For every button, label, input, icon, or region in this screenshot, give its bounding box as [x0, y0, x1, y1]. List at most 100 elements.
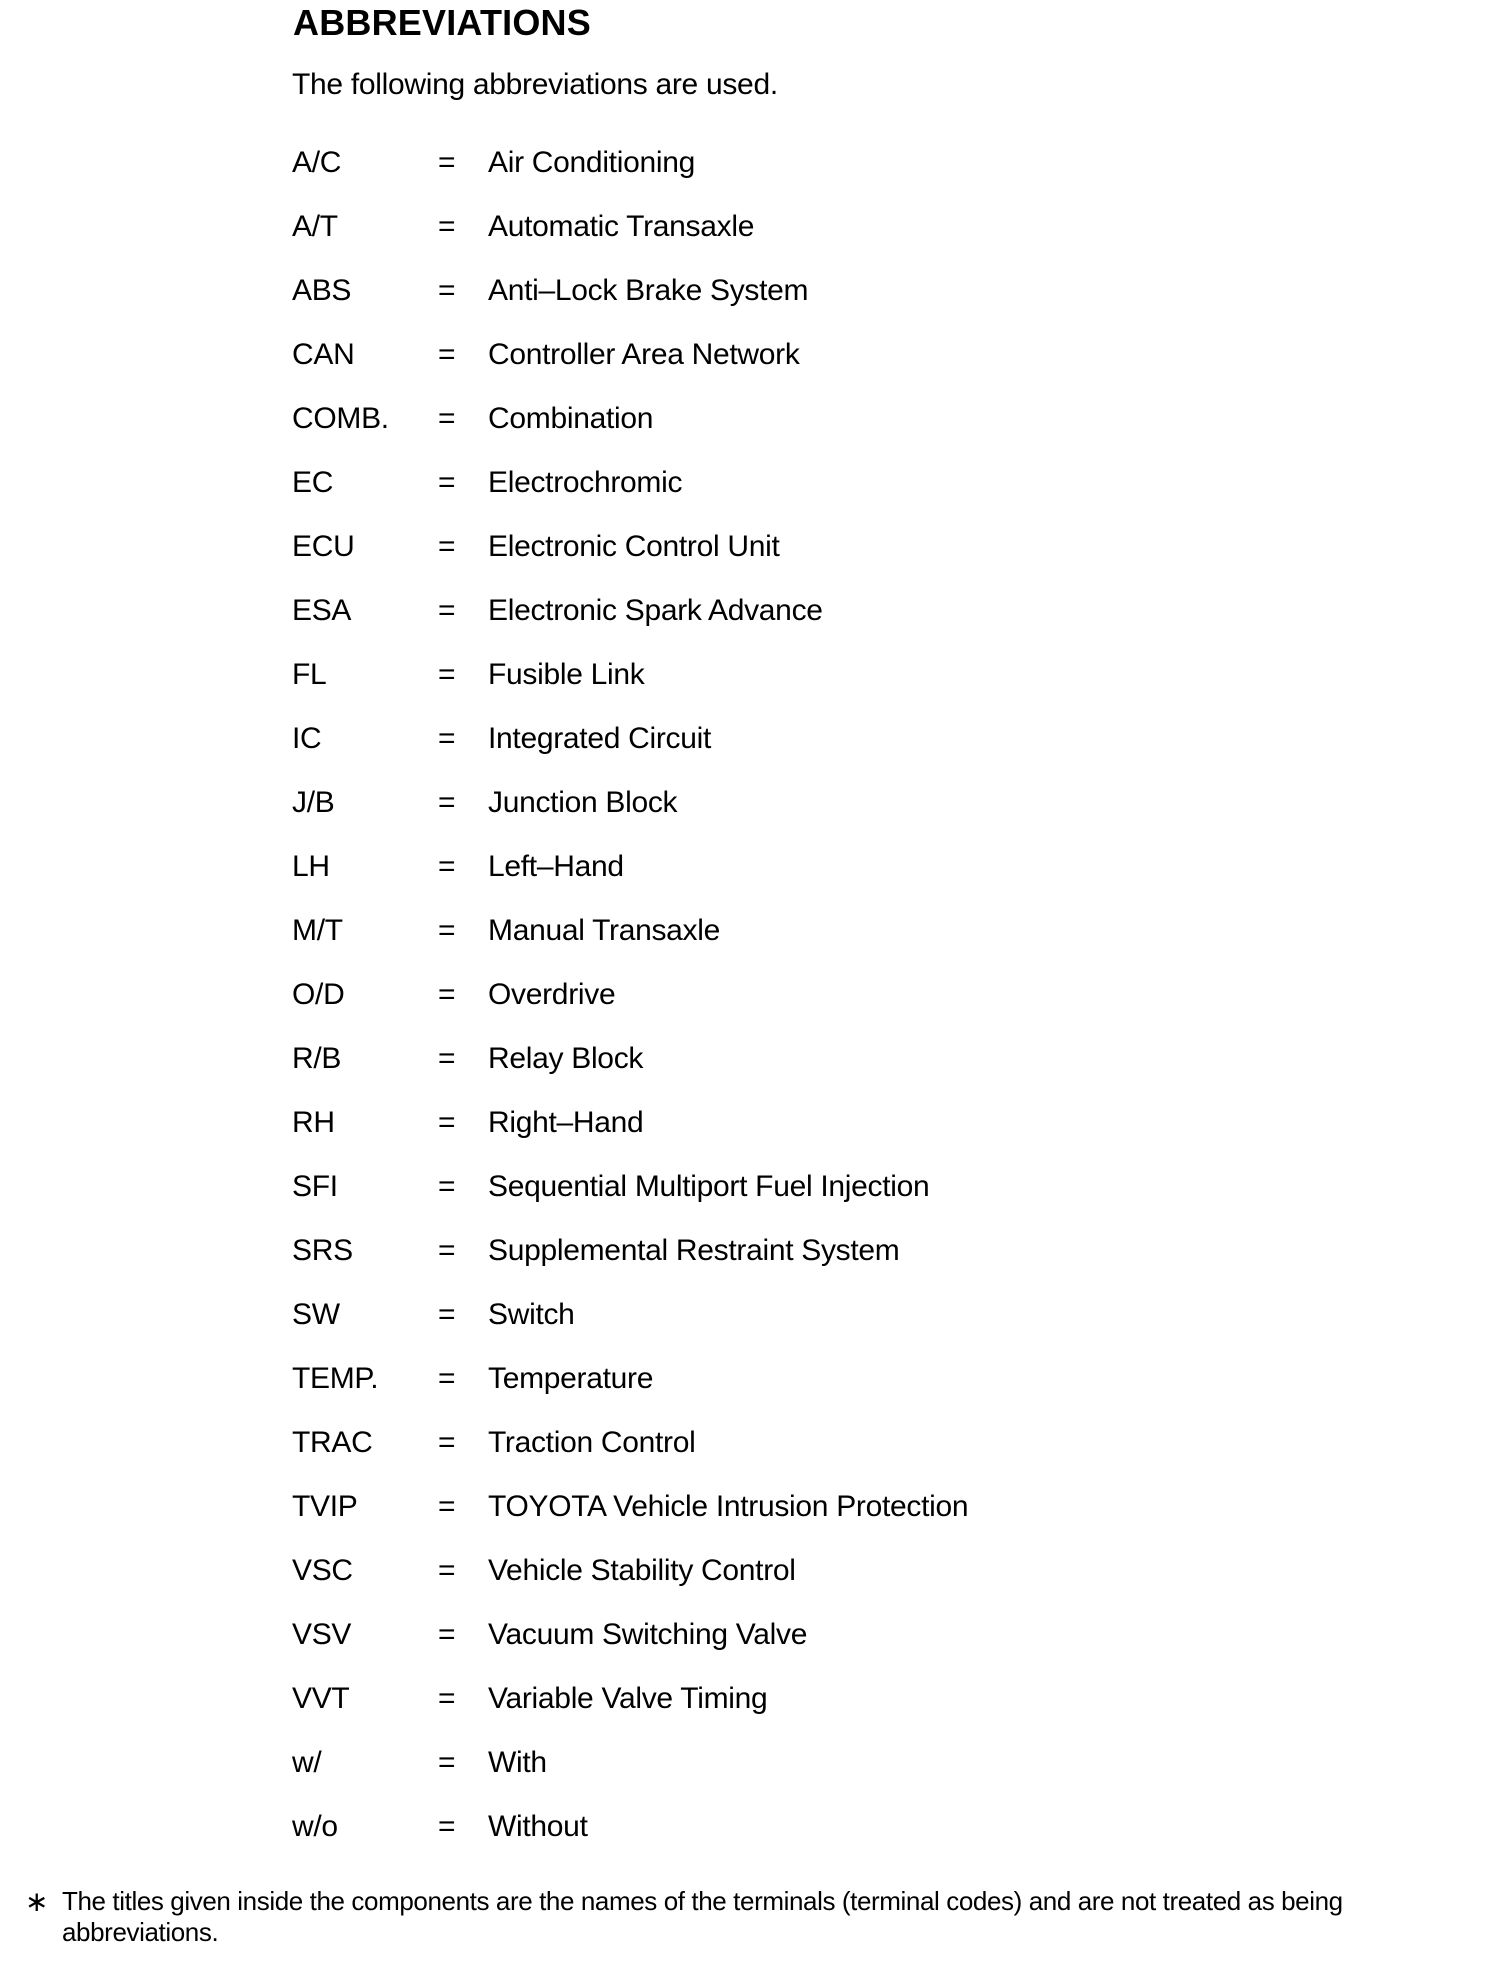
abbreviation-meaning: Supplemental Restraint System: [488, 1234, 900, 1267]
abbreviation-meaning: Anti–Lock Brake System: [488, 274, 809, 307]
abbreviation-row: SW = Switch: [292, 1283, 1474, 1347]
abbreviation-meaning: Electronic Control Unit: [488, 530, 780, 563]
abbreviation-meaning: Air Conditioning: [488, 146, 695, 179]
footnote-text: The titles given inside the components a…: [62, 1886, 1343, 1947]
abbreviation-meaning: TOYOTA Vehicle Intrusion Protection: [488, 1490, 969, 1523]
abbreviation-meaning: Vacuum Switching Valve: [488, 1618, 808, 1651]
abbreviation-code: O/D: [292, 978, 345, 1011]
abbreviation-code: TVIP: [292, 1490, 358, 1523]
equals-sign: =: [438, 338, 456, 371]
abbreviation-row: LH = Left–Hand: [292, 835, 1474, 899]
abbreviation-code: EC: [292, 466, 334, 499]
abbreviation-row: EC = Electrochromic: [292, 451, 1474, 515]
intro-text: The following abbreviations are used.: [292, 68, 778, 101]
abbreviation-meaning: Temperature: [488, 1362, 654, 1395]
abbreviation-code: SW: [292, 1298, 340, 1331]
equals-sign: =: [438, 722, 456, 755]
abbreviation-code: TEMP.: [292, 1362, 379, 1395]
equals-sign: =: [438, 1426, 456, 1459]
abbreviation-code: M/T: [292, 914, 343, 947]
abbreviation-row: VSC = Vehicle Stability Control: [292, 1539, 1474, 1603]
abbreviation-row: CAN = Controller Area Network: [292, 323, 1474, 387]
abbreviation-row: TRAC = Traction Control: [292, 1411, 1474, 1475]
equals-sign: =: [438, 1106, 456, 1139]
abbreviation-code: IC: [292, 722, 322, 755]
footnote: ∗ The titles given inside the components…: [25, 1886, 1491, 1948]
equals-sign: =: [438, 466, 456, 499]
abbreviation-meaning: Variable Valve Timing: [488, 1682, 768, 1715]
equals-sign: =: [438, 1554, 456, 1587]
abbreviation-code: VSV: [292, 1618, 352, 1651]
abbreviation-code: w/o: [292, 1810, 338, 1843]
abbreviation-row: VVT = Variable Valve Timing: [292, 1667, 1474, 1731]
abbreviation-code: LH: [292, 850, 330, 883]
abbreviation-row: SFI = Sequential Multiport Fuel Injection: [292, 1155, 1474, 1219]
abbreviation-meaning: Electrochromic: [488, 466, 683, 499]
abbreviation-meaning: Integrated Circuit: [488, 722, 712, 755]
abbreviation-code: ABS: [292, 274, 352, 307]
equals-sign: =: [438, 146, 456, 179]
abbreviation-row: R/B = Relay Block: [292, 1027, 1474, 1091]
abbreviation-row: TEMP. = Temperature: [292, 1347, 1474, 1411]
equals-sign: =: [438, 1234, 456, 1267]
abbreviation-code: CAN: [292, 338, 355, 371]
abbreviation-meaning: Relay Block: [488, 1042, 644, 1075]
abbreviation-row: TVIP = TOYOTA Vehicle Intrusion Protection: [292, 1475, 1474, 1539]
abbreviation-meaning: Controller Area Network: [488, 338, 800, 371]
abbreviation-meaning: Automatic Transaxle: [488, 210, 755, 243]
abbreviation-row: O/D = Overdrive: [292, 963, 1474, 1027]
abbreviation-meaning: Junction Block: [488, 786, 678, 819]
abbreviation-row: IC = Integrated Circuit: [292, 707, 1474, 771]
abbreviation-meaning: Without: [488, 1810, 588, 1843]
abbreviation-meaning: Combination: [488, 402, 654, 435]
abbreviation-row: w/ = With: [292, 1731, 1474, 1795]
equals-sign: =: [438, 978, 456, 1011]
abbreviation-row: J/B = Junction Block: [292, 771, 1474, 835]
abbreviation-meaning: With: [488, 1746, 547, 1779]
abbreviation-meaning: Left–Hand: [488, 850, 624, 883]
equals-sign: =: [438, 274, 456, 307]
abbreviation-code: ECU: [292, 530, 355, 563]
equals-sign: =: [438, 850, 456, 883]
equals-sign: =: [438, 1298, 456, 1331]
abbreviation-code: TRAC: [292, 1426, 373, 1459]
abbreviation-row: VSV = Vacuum Switching Valve: [292, 1603, 1474, 1667]
page-title: ABBREVIATIONS: [293, 2, 591, 43]
abbreviation-meaning: Fusible Link: [488, 658, 645, 691]
equals-sign: =: [438, 1746, 456, 1779]
abbreviation-code: FL: [292, 658, 327, 691]
abbreviation-meaning: Vehicle Stability Control: [488, 1554, 796, 1587]
abbreviation-code: VSC: [292, 1554, 353, 1587]
abbreviation-code: RH: [292, 1106, 335, 1139]
abbreviation-row: COMB. = Combination: [292, 387, 1474, 451]
abbreviation-row: ABS = Anti–Lock Brake System: [292, 259, 1474, 323]
abbreviation-code: SFI: [292, 1170, 338, 1203]
footnote-asterisk-marker: ∗: [25, 1886, 49, 1917]
abbreviation-meaning: Overdrive: [488, 978, 616, 1011]
equals-sign: =: [438, 594, 456, 627]
equals-sign: =: [438, 1490, 456, 1523]
abbreviation-meaning: Switch: [488, 1298, 575, 1331]
abbreviation-code: VVT: [292, 1682, 350, 1715]
equals-sign: =: [438, 210, 456, 243]
abbreviation-row: FL = Fusible Link: [292, 643, 1474, 707]
abbreviation-row: SRS = Supplemental Restraint System: [292, 1219, 1474, 1283]
equals-sign: =: [438, 1682, 456, 1715]
equals-sign: =: [438, 658, 456, 691]
abbreviation-meaning: Traction Control: [488, 1426, 696, 1459]
abbreviation-code: R/B: [292, 1042, 342, 1075]
equals-sign: =: [438, 914, 456, 947]
abbreviation-code: SRS: [292, 1234, 353, 1267]
equals-sign: =: [438, 1042, 456, 1075]
abbreviation-row: M/T = Manual Transaxle: [292, 899, 1474, 963]
equals-sign: =: [438, 1618, 456, 1651]
abbreviation-code: A/T: [292, 210, 338, 243]
abbreviations-list: A/C = Air Conditioning A/T = Automatic Transa…: [292, 131, 1474, 1859]
abbreviation-meaning: Right–Hand: [488, 1106, 644, 1139]
equals-sign: =: [438, 1362, 456, 1395]
abbreviation-row: A/C = Air Conditioning: [292, 131, 1474, 195]
abbreviation-row: RH = Right–Hand: [292, 1091, 1474, 1155]
abbreviation-code: A/C: [292, 146, 342, 179]
equals-sign: =: [438, 1810, 456, 1843]
